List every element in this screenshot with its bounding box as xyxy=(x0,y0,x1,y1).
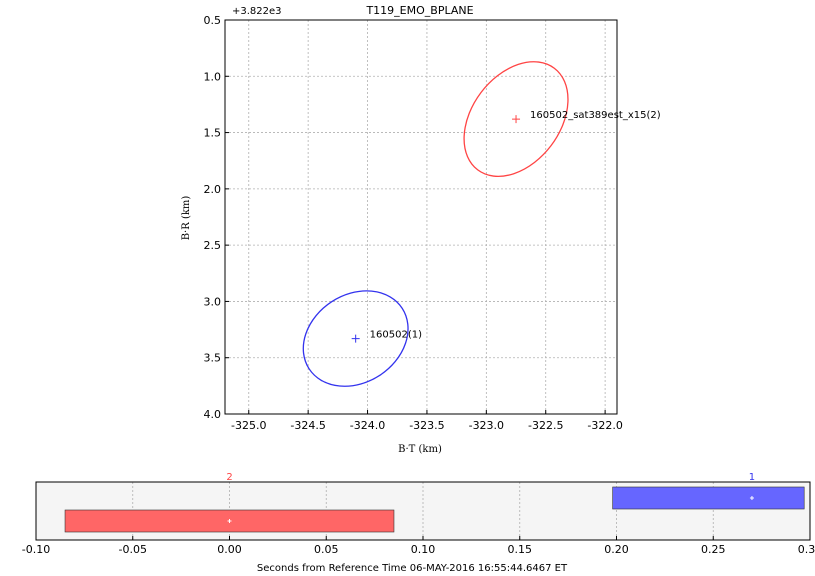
timeline-plot: 2 1 -0.10 -0.05 0.00 0.05 0.10 0.15 0.20 0.25 0.3… xyxy=(22,472,815,574)
series-label: 160502_sat389est_x15(2) xyxy=(530,110,661,121)
series-label: 160502(1) xyxy=(370,330,422,341)
bplane-ylabel: B·R (km) xyxy=(181,196,192,241)
time-span-label: 2 xyxy=(226,472,232,483)
bplane-plot-area xyxy=(225,20,617,414)
timeline-xlabel: Seconds from Reference Time 06-MAY-2016 … xyxy=(257,563,568,574)
timeline-xtick-label: 0.15 xyxy=(508,543,533,556)
bplane-xtick-label: -324.5 xyxy=(290,419,325,432)
bplane-ytick-label: 2.5 xyxy=(204,239,222,252)
bplane-ytick-label: 1.0 xyxy=(204,70,222,83)
timeline-xtick-label: 0.20 xyxy=(604,543,629,556)
bplane-ytick-label: 3.5 xyxy=(204,352,222,365)
bplane-xtick-label: -322.5 xyxy=(528,419,563,432)
bplane-ytick-label: 0.5 xyxy=(204,14,222,27)
timeline-xtick-label: -0.10 xyxy=(22,543,50,556)
timeline-xtick-label: 0.00 xyxy=(217,543,242,556)
bplane-ytick-label: 3.0 xyxy=(204,295,222,308)
timeline-xtick-label: 0.25 xyxy=(701,543,726,556)
timeline-xtick-label: 0.05 xyxy=(314,543,339,556)
timeline-xtick-label: 0.30 xyxy=(798,543,815,556)
time-span-bar xyxy=(613,487,805,509)
bplane-offset-label: +3.822e3 xyxy=(232,6,282,17)
bplane-xlabel: B·T (km) xyxy=(398,444,442,455)
bplane-xtick-label: -323.0 xyxy=(469,419,504,432)
bplane-xtick-label: -325.0 xyxy=(231,419,266,432)
bplane-ytick-label: 2.0 xyxy=(204,183,222,196)
bplane-xtick-label: -322.0 xyxy=(587,419,622,432)
bplane-xtick-label: -324.0 xyxy=(350,419,385,432)
time-span-label: 1 xyxy=(749,472,755,483)
timeline-xtick-label: 0.10 xyxy=(411,543,436,556)
bplane-title: T119_EMO_BPLANE xyxy=(365,4,473,17)
bplane-xtick-label: -323.5 xyxy=(409,419,444,432)
bplane-ytick-label: 1.5 xyxy=(204,127,222,140)
bplane-plot: 160502_sat389est_x15(2) 160502(1) -325.0 -… xyxy=(181,4,661,455)
timeline-xtick-label: -0.05 xyxy=(119,543,147,556)
bplane-ytick-label: 4.0 xyxy=(204,408,222,421)
